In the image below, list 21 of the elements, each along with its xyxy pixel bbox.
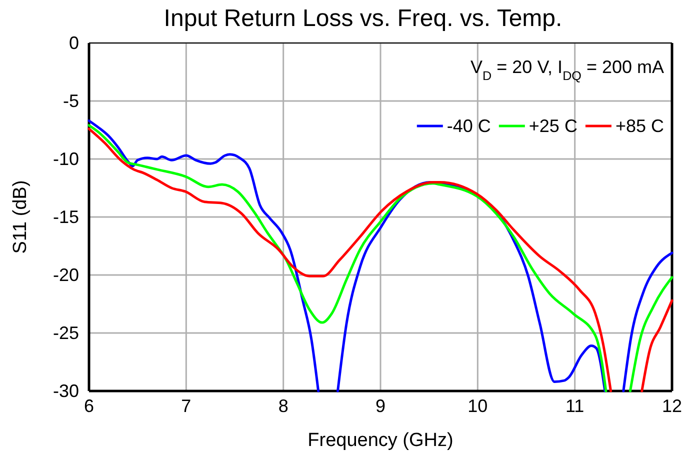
x-tick-label: 6 — [84, 396, 94, 416]
y-tick-label: -30 — [52, 380, 79, 401]
legend-label: +85 C — [615, 116, 664, 136]
x-axis-title: Frequency (GHz) — [308, 430, 454, 451]
x-tick-label: 11 — [565, 396, 584, 416]
x-tick-label: 7 — [181, 396, 192, 416]
y-tick-label: 0 — [68, 32, 79, 53]
legend-label: -40 C — [446, 116, 491, 136]
y-tick-label: -5 — [62, 90, 79, 111]
x-tick-label: 8 — [278, 396, 288, 416]
x-tick-label: 9 — [375, 396, 386, 416]
legend-label: +25 C — [528, 116, 578, 136]
y-tick-label: -10 — [52, 148, 79, 169]
x-tick-label: 12 — [662, 396, 682, 416]
y-axis-title: S11 (dB) — [10, 180, 31, 254]
y-tick-label: -20 — [52, 264, 79, 285]
chart-title: Input Return Loss vs. Freq. vs. Temp. — [164, 5, 562, 32]
y-tick-label: -15 — [52, 206, 79, 227]
x-tick-label: 10 — [468, 396, 488, 416]
annotation: V$_{D}$ = 20 V, I$_{DQ}$ = 200 mA — [470, 57, 664, 83]
y-tick-label: -25 — [52, 322, 79, 343]
